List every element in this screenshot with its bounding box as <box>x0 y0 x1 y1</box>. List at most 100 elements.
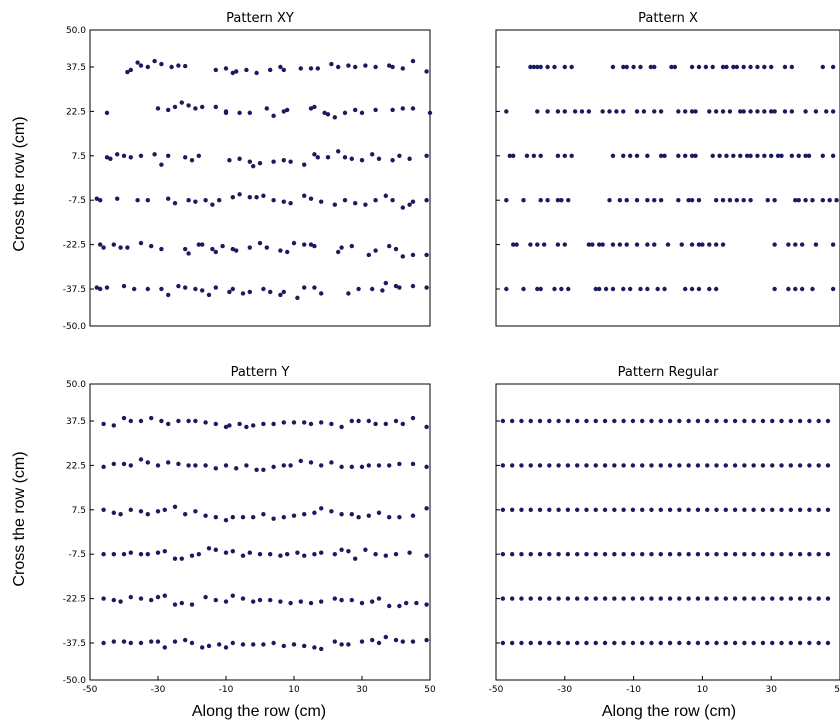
pattern-y-point <box>183 512 188 517</box>
pattern-xy-point <box>257 161 263 166</box>
pattern-x-point <box>755 64 760 70</box>
pattern-y-point <box>213 466 218 471</box>
pattern-y-point <box>111 423 117 428</box>
pattern-y-point <box>397 603 402 609</box>
pattern-x-point <box>658 153 664 158</box>
pattern-xy-point <box>254 70 259 76</box>
pattern-xy-point <box>387 63 392 68</box>
pattern-y-point <box>308 460 314 465</box>
pattern-x-point <box>824 109 829 114</box>
pattern-x-point <box>713 109 719 114</box>
pattern-regular-point <box>760 463 766 468</box>
pattern-x-point <box>545 109 550 114</box>
pattern-regular-point <box>779 463 784 468</box>
pattern-xy-point <box>108 156 113 161</box>
pattern-regular-point <box>509 507 515 512</box>
pattern-x-point <box>658 109 664 114</box>
pattern-x-point <box>689 242 695 247</box>
pattern-regular-point <box>816 552 821 557</box>
pattern-y-point <box>366 513 371 518</box>
pattern-regular-point <box>649 552 654 557</box>
pattern-y-point <box>159 418 164 424</box>
pattern-y-point <box>172 639 178 644</box>
pattern-x-point <box>803 198 808 203</box>
pattern-xy-point <box>366 252 371 258</box>
pattern-regular-point <box>770 418 775 424</box>
pattern-y-point <box>261 642 266 647</box>
pattern-x-point <box>806 153 812 158</box>
pattern-x-point <box>803 153 808 158</box>
pattern-y-point <box>383 421 388 427</box>
pattern-xy-point <box>281 109 286 114</box>
pattern-regular-point <box>751 552 756 557</box>
pattern-x-point <box>634 242 640 247</box>
pattern-x-point <box>662 153 667 158</box>
pattern-regular-point <box>612 596 617 601</box>
pattern-y-point <box>213 597 218 603</box>
pattern-regular-point <box>751 640 756 646</box>
pattern-regular-point <box>770 463 775 468</box>
pattern-x-point <box>555 153 561 158</box>
pattern-xy-point <box>166 196 171 201</box>
pattern-y-point <box>271 516 276 521</box>
pattern-x-point <box>727 198 733 203</box>
pattern-x-point <box>793 242 798 247</box>
pattern-regular-point <box>797 596 803 601</box>
pattern-regular-point <box>658 596 663 601</box>
pattern-xy-point <box>383 193 388 198</box>
pattern-xy-point <box>128 67 133 73</box>
pattern-y-point <box>230 593 235 598</box>
pattern-xy-point <box>308 242 314 247</box>
pattern-regular-point <box>500 596 506 601</box>
pattern-xy-point <box>339 245 344 250</box>
pattern-xy-point <box>397 285 402 290</box>
pattern-x-point <box>511 242 516 247</box>
pattern-y-point <box>138 509 144 514</box>
pattern-regular-point <box>751 507 756 512</box>
pattern-y-point <box>223 517 229 523</box>
pattern-y-point <box>166 460 171 465</box>
pattern-xy-point <box>332 115 337 120</box>
pattern-y-point <box>373 552 378 557</box>
pattern-y-point <box>400 639 405 644</box>
pattern-xy-point <box>308 66 314 71</box>
pattern-x-point <box>514 242 519 247</box>
pattern-xy-point <box>346 63 351 68</box>
pattern-y-point <box>312 645 317 650</box>
pattern-x-point <box>710 153 715 158</box>
pattern-xy-point <box>387 243 392 249</box>
pattern-x-point <box>796 198 801 203</box>
x-axis-title-right: Along the row (cm) <box>602 703 736 720</box>
pattern-xy-point <box>336 249 341 255</box>
pattern-regular-point <box>640 552 645 557</box>
pattern-regular-point <box>816 418 821 424</box>
pattern-y-point <box>288 463 293 468</box>
pattern-y-point <box>206 546 212 551</box>
pattern-x-point <box>810 198 815 203</box>
pattern-regular-point <box>593 640 598 646</box>
pattern-x-point <box>610 153 616 158</box>
pattern-x-point <box>555 109 561 114</box>
pattern-x-point <box>617 242 623 247</box>
pattern-x-point <box>624 198 629 203</box>
pattern-xy-point <box>312 152 317 157</box>
pattern-xy-point <box>230 195 235 200</box>
pattern-regular-point <box>630 596 636 601</box>
pattern-regular-point <box>574 640 580 646</box>
pattern-xy-point <box>200 242 205 247</box>
pattern-y-point <box>189 553 195 558</box>
pattern-y-point <box>251 599 256 604</box>
pattern-regular-point <box>686 463 691 468</box>
pattern-xy-ytick-label: 50.0 <box>66 26 86 36</box>
pattern-y-point <box>193 509 198 514</box>
pattern-xy-point <box>308 196 314 201</box>
pattern-regular-point <box>751 596 756 601</box>
pattern-x-point <box>813 109 819 114</box>
pattern-xy-point <box>200 104 205 110</box>
pattern-xy-point <box>410 58 416 64</box>
pattern-regular-point <box>779 552 784 557</box>
pattern-x-point <box>734 64 739 70</box>
pattern-regular-point <box>714 596 719 601</box>
pattern-y-point <box>172 556 178 561</box>
pattern-xy-point <box>121 153 127 158</box>
